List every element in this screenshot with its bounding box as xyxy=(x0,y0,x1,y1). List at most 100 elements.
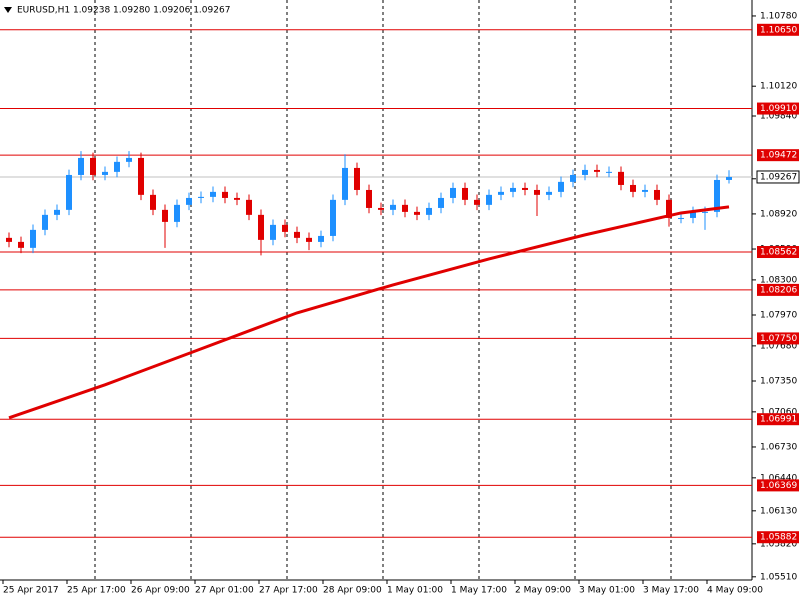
candle-body xyxy=(510,187,516,192)
x-tick-label: 28 Apr 09:00 xyxy=(323,586,382,596)
y-tick-label: 1.06130 xyxy=(760,506,797,516)
current-price-box xyxy=(756,170,800,184)
x-tick-label: 27 Apr 01:00 xyxy=(195,586,254,596)
candle-body xyxy=(150,194,156,210)
chart-title: EURUSD,H1 1.09238 1.09280 1.09206 1.0926… xyxy=(17,6,230,16)
candle-body xyxy=(714,179,720,212)
level-label-box xyxy=(757,102,799,115)
candle-body xyxy=(282,224,288,232)
candle-body xyxy=(126,157,132,162)
x-tick-label: 2 May 09:00 xyxy=(515,586,571,596)
level-label: 1.09910 xyxy=(760,104,797,114)
y-tick-label: 1.07680 xyxy=(760,341,797,351)
x-tick-label: 4 May 09:00 xyxy=(707,586,763,596)
candle-body xyxy=(390,204,396,210)
level-label-box xyxy=(757,23,799,36)
candle-body xyxy=(378,207,384,210)
level-label: 1.06991 xyxy=(760,415,797,425)
candle-body xyxy=(702,211,708,213)
candle-body xyxy=(594,169,600,172)
moving-average xyxy=(8,205,730,420)
candle-body xyxy=(546,191,552,195)
candle-body xyxy=(342,167,348,200)
candle-body xyxy=(318,235,324,242)
candle-body xyxy=(450,187,456,198)
x-tick-label: 26 Apr 09:00 xyxy=(131,586,190,596)
candle-body xyxy=(294,231,300,238)
candle-body xyxy=(330,199,336,236)
level-label: 1.08206 xyxy=(760,285,797,295)
level-label-box xyxy=(757,479,799,492)
candle-body xyxy=(198,196,204,198)
menu-triangle[interactable] xyxy=(4,7,12,13)
candle-body xyxy=(522,187,528,190)
y-tick-label: 1.07350 xyxy=(760,376,797,386)
candle-body xyxy=(186,197,192,205)
x-tick-label: 3 May 17:00 xyxy=(643,586,699,596)
y-tick-label: 1.10780 xyxy=(760,11,797,21)
candle-body xyxy=(678,217,684,219)
candle-body xyxy=(114,161,120,172)
candle-body xyxy=(42,214,48,230)
y-tick-label: 1.10120 xyxy=(760,82,797,92)
level-label: 1.08562 xyxy=(760,248,797,258)
candle-body xyxy=(570,174,576,182)
y-tick-label: 1.06440 xyxy=(760,473,797,483)
candle-body xyxy=(138,157,144,195)
candle-body xyxy=(426,207,432,215)
candle-body xyxy=(54,209,60,215)
candle-body xyxy=(18,241,24,248)
y-tick-label: 1.07060 xyxy=(760,407,797,417)
y-tick-label: 1.07970 xyxy=(760,311,797,321)
candle-body xyxy=(582,169,588,175)
level-label: 1.10650 xyxy=(760,25,797,35)
candle-body xyxy=(630,184,636,192)
level-label: 1.09472 xyxy=(760,151,797,161)
candle-body xyxy=(306,237,312,242)
x-tick-label: 27 Apr 17:00 xyxy=(259,586,318,596)
candle-body xyxy=(534,189,540,195)
candle-body xyxy=(606,171,612,173)
candle-body xyxy=(258,214,264,240)
candle-body xyxy=(102,171,108,175)
candle-body xyxy=(654,189,660,200)
candle-body xyxy=(498,191,504,195)
candle-body xyxy=(90,157,96,175)
candle-body xyxy=(366,189,372,208)
candle-body xyxy=(78,157,84,175)
y-tick-label: 1.09840 xyxy=(760,112,797,122)
level-label-box xyxy=(757,413,799,426)
candle-body xyxy=(462,187,468,200)
level-label-box xyxy=(757,332,799,345)
candle-body xyxy=(486,194,492,205)
candle-body xyxy=(642,189,648,192)
x-tick-label: 3 May 01:00 xyxy=(579,586,635,596)
candle-body xyxy=(666,199,672,218)
candle-body xyxy=(438,197,444,208)
candle-body xyxy=(30,229,36,248)
y-tick-label: 1.06730 xyxy=(760,442,797,452)
level-label-box xyxy=(757,531,799,544)
candle-body xyxy=(474,199,480,205)
y-tick-label: 1.08300 xyxy=(760,275,797,285)
y-tick-label: 1.05820 xyxy=(760,539,797,549)
candle-body xyxy=(66,174,72,210)
candle-body xyxy=(174,204,180,222)
level-label-box xyxy=(757,246,799,259)
candle-body xyxy=(402,204,408,212)
candle-body xyxy=(270,224,276,240)
x-tick-label: 1 May 01:00 xyxy=(387,586,443,596)
candle-body xyxy=(210,191,216,197)
y-tick-label: 1.05510 xyxy=(760,572,797,582)
candle-body xyxy=(246,199,252,215)
level-label-box xyxy=(757,283,799,296)
level-label: 1.06369 xyxy=(760,481,797,491)
candle-body xyxy=(414,211,420,215)
candle-body xyxy=(234,197,240,200)
candle-body xyxy=(558,181,564,192)
x-tick-label: 25 Apr 17:00 xyxy=(67,586,126,596)
candle-body xyxy=(726,176,732,180)
candle-body xyxy=(6,237,12,242)
candle-body xyxy=(690,211,696,218)
